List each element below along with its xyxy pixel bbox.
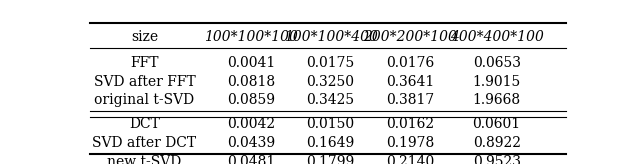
Text: 0.0041: 0.0041 bbox=[227, 56, 275, 70]
Text: 100*100*100: 100*100*100 bbox=[204, 30, 298, 44]
Text: DCT: DCT bbox=[129, 117, 160, 131]
Text: 0.1649: 0.1649 bbox=[307, 136, 355, 150]
Text: 0.3817: 0.3817 bbox=[386, 93, 434, 107]
Text: original t-SVD: original t-SVD bbox=[95, 93, 195, 107]
Text: 0.3425: 0.3425 bbox=[307, 93, 355, 107]
Text: 400*400*100: 400*400*100 bbox=[450, 30, 543, 44]
Text: 0.8922: 0.8922 bbox=[472, 136, 521, 150]
Text: SVD after DCT: SVD after DCT bbox=[92, 136, 196, 150]
Text: FFT: FFT bbox=[130, 56, 159, 70]
Text: 0.0162: 0.0162 bbox=[386, 117, 434, 131]
Text: 0.0481: 0.0481 bbox=[227, 155, 275, 164]
Text: 1.9015: 1.9015 bbox=[472, 75, 521, 89]
Text: 0.2140: 0.2140 bbox=[386, 155, 434, 164]
Text: size: size bbox=[131, 30, 158, 44]
Text: 0.0042: 0.0042 bbox=[227, 117, 275, 131]
Text: 0.1799: 0.1799 bbox=[307, 155, 355, 164]
Text: 0.3641: 0.3641 bbox=[386, 75, 434, 89]
Text: 0.0150: 0.0150 bbox=[307, 117, 355, 131]
Text: 0.0653: 0.0653 bbox=[472, 56, 521, 70]
Text: 0.1978: 0.1978 bbox=[386, 136, 434, 150]
Text: new t-SVD: new t-SVD bbox=[108, 155, 182, 164]
Text: SVD after FFT: SVD after FFT bbox=[93, 75, 195, 89]
Text: 0.0176: 0.0176 bbox=[386, 56, 434, 70]
Text: 200*200*100: 200*200*100 bbox=[363, 30, 457, 44]
Text: 0.0818: 0.0818 bbox=[227, 75, 275, 89]
Text: 0.9523: 0.9523 bbox=[472, 155, 521, 164]
Text: 1.9668: 1.9668 bbox=[472, 93, 521, 107]
Text: 100*100*400: 100*100*400 bbox=[284, 30, 378, 44]
Text: 0.0439: 0.0439 bbox=[227, 136, 275, 150]
Text: 0.0601: 0.0601 bbox=[472, 117, 521, 131]
Text: 0.0175: 0.0175 bbox=[307, 56, 355, 70]
Text: 0.3250: 0.3250 bbox=[307, 75, 355, 89]
Text: 0.0859: 0.0859 bbox=[227, 93, 275, 107]
